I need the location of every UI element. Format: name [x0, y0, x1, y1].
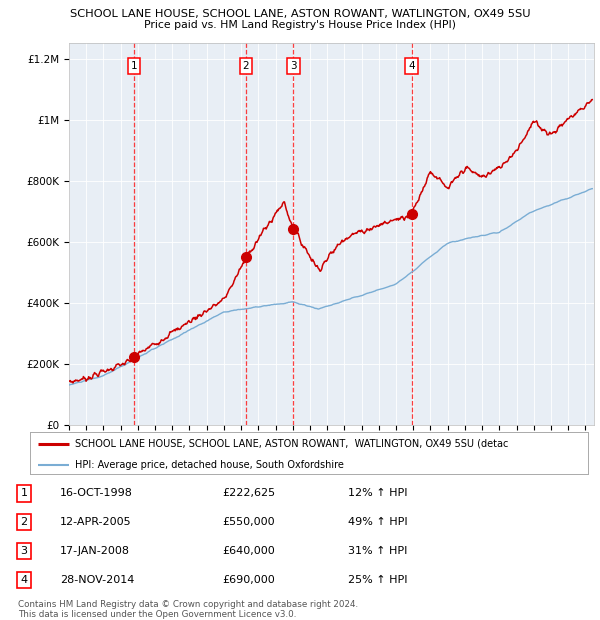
Text: HPI: Average price, detached house, South Oxfordshire: HPI: Average price, detached house, Sout… — [74, 460, 344, 470]
Text: Price paid vs. HM Land Registry's House Price Index (HPI): Price paid vs. HM Land Registry's House … — [144, 20, 456, 30]
Text: 3: 3 — [20, 546, 28, 556]
Text: 1: 1 — [131, 61, 137, 71]
Text: 17-JAN-2008: 17-JAN-2008 — [60, 546, 130, 556]
Text: £550,000: £550,000 — [222, 517, 275, 527]
Text: 49% ↑ HPI: 49% ↑ HPI — [348, 517, 407, 527]
Text: 12% ↑ HPI: 12% ↑ HPI — [348, 489, 407, 498]
Text: Contains HM Land Registry data © Crown copyright and database right 2024.: Contains HM Land Registry data © Crown c… — [18, 600, 358, 609]
Text: 2: 2 — [242, 61, 249, 71]
Text: 28-NOV-2014: 28-NOV-2014 — [60, 575, 134, 585]
Text: 31% ↑ HPI: 31% ↑ HPI — [348, 546, 407, 556]
Text: This data is licensed under the Open Government Licence v3.0.: This data is licensed under the Open Gov… — [18, 609, 296, 619]
Text: 1: 1 — [20, 489, 28, 498]
Text: £640,000: £640,000 — [222, 546, 275, 556]
Text: 4: 4 — [409, 61, 415, 71]
Text: £222,625: £222,625 — [222, 489, 275, 498]
Text: SCHOOL LANE HOUSE, SCHOOL LANE, ASTON ROWANT, WATLINGTON, OX49 5SU: SCHOOL LANE HOUSE, SCHOOL LANE, ASTON RO… — [70, 9, 530, 19]
Text: 12-APR-2005: 12-APR-2005 — [60, 517, 131, 527]
Text: 16-OCT-1998: 16-OCT-1998 — [60, 489, 133, 498]
Text: 25% ↑ HPI: 25% ↑ HPI — [348, 575, 407, 585]
Text: SCHOOL LANE HOUSE, SCHOOL LANE, ASTON ROWANT,  WATLINGTON, OX49 5SU (detac: SCHOOL LANE HOUSE, SCHOOL LANE, ASTON RO… — [74, 439, 508, 449]
Text: 3: 3 — [290, 61, 297, 71]
Text: 4: 4 — [20, 575, 28, 585]
Text: 2: 2 — [20, 517, 28, 527]
Text: £690,000: £690,000 — [222, 575, 275, 585]
